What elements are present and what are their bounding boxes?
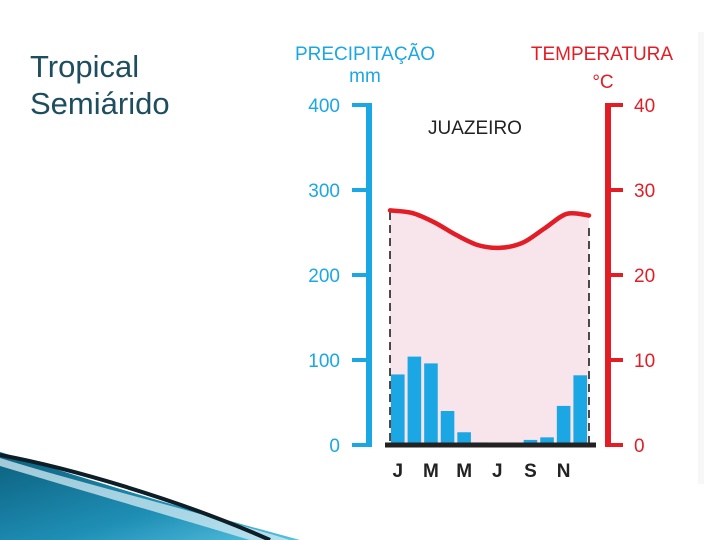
precipitation-tick-label: 300 (308, 181, 340, 202)
precipitation-tick-label: 200 (308, 266, 340, 287)
precipitation-bar (556, 405, 571, 445)
month-tick-label: M (423, 461, 439, 482)
precipitation-bar (440, 411, 455, 445)
precipitation-axis-unit: mm (349, 66, 381, 87)
temperature-tick-label: 40 (634, 96, 655, 117)
precipitation-tick-label: 400 (308, 96, 340, 117)
precipitation-axis-title: PRECIPITAÇÃO (295, 43, 435, 65)
station-name: JUAZEIRO (428, 118, 522, 139)
precipitation-bar (407, 356, 422, 445)
temperature-axis-title: TEMPERATURA (531, 44, 673, 65)
month-tick-label: N (557, 461, 571, 482)
swoosh-blue-shape (0, 452, 300, 540)
temperature-axis-unit: °C (592, 72, 613, 93)
month-tick-label: J (492, 461, 503, 482)
swoosh-dark-stroke (0, 453, 271, 540)
temperature-tick-label: 30 (634, 181, 655, 202)
chart-panel-right-edge (698, 32, 704, 484)
temperature-tick-label: 20 (634, 266, 655, 287)
precipitation-bar (573, 375, 587, 445)
temperature-area-fill (390, 210, 589, 445)
precipitation-bar (523, 439, 538, 445)
slide-title: Tropical Semiárido (30, 48, 170, 122)
temperature-tick-label: 0 (634, 436, 645, 457)
precipitation-bar (457, 432, 471, 445)
month-tick-label: J (393, 461, 404, 482)
slide-title-line-1: Tropical (30, 49, 140, 84)
temperature-tick-label: 10 (634, 351, 655, 372)
temperature-line (387, 208, 592, 251)
month-tick-label: M (456, 461, 472, 482)
precipitation-bar (424, 363, 438, 445)
precipitation-tick-label: 100 (308, 351, 340, 372)
month-tick-label: S (524, 461, 537, 482)
slide-title-line-2: Semiárido (30, 86, 170, 121)
precipitation-bar (540, 437, 554, 445)
precipitation-tick-label: 0 (329, 436, 340, 457)
precipitation-bar (391, 374, 405, 445)
